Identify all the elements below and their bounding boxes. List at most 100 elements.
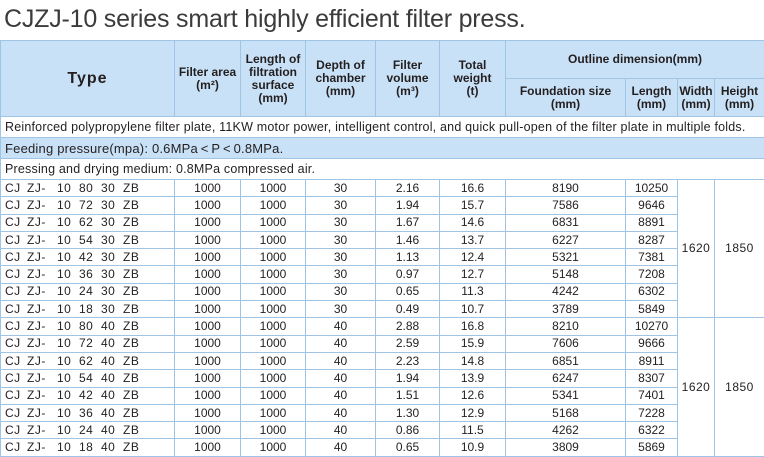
cell-foundation: 6247 [506,370,626,387]
cell-foundation: 4262 [506,422,626,439]
cell-depth: 30 [306,301,376,318]
cell-foundation: 6831 [506,214,626,231]
type-code-part: 30 [101,302,123,317]
type-code-part: ZJ- [27,284,57,299]
cell-filter-area: 1000 [175,404,241,421]
header-type: Type [1,41,175,117]
type-code-part: 62 [79,215,101,230]
cell-depth: 40 [306,404,376,421]
header-foundation-label: Foundation size [506,85,625,98]
cell-weight: 14.8 [440,352,506,369]
header-width: Width (mm) [678,79,715,117]
cell-filter-area: 1000 [175,352,241,369]
header-weight-unit: (t) [440,85,505,98]
cell-length-plate: 1000 [241,370,306,387]
type-code-part: 54 [79,371,101,386]
type-code-part: ZB [123,406,145,421]
cell-depth: 40 [306,370,376,387]
cell-volume: 1.46 [376,231,440,248]
type-code-part: 10 [57,354,79,369]
cell-length: 6302 [626,283,678,300]
type-code-part: 10 [57,371,79,386]
cell-width: 1620 [678,318,715,456]
header-volume: Filter volume (m³) [376,41,440,117]
cell-length: 9666 [626,335,678,352]
cell-volume: 1.13 [376,249,440,266]
cell-height: 1850 [715,318,764,456]
type-code-part: CJ [5,354,27,369]
header-height-unit: (mm) [715,98,764,111]
type-code-part: CJ [5,388,27,403]
cell-foundation: 5341 [506,387,626,404]
header-depth-label: Depth of chamber [306,59,375,85]
cell-depth: 40 [306,387,376,404]
type-code-part: ZB [123,267,145,282]
note-plate: Reinforced polypropylene filter plate, 1… [1,117,764,138]
table-header: Type Filter area (m²) Length of filtrati… [1,41,764,117]
page-title: CJZJ-10 series smart highly efficient fi… [4,2,525,36]
header-length-plate-label: Length of filtration surface [241,53,305,92]
cell-filter-area: 1000 [175,283,241,300]
type-code-part: ZB [123,371,145,386]
cell-depth: 40 [306,335,376,352]
cell-foundation: 8190 [506,180,626,197]
header-length: Length (mm) [626,79,678,117]
cell-length-plate: 1000 [241,318,306,335]
cell-depth: 40 [306,318,376,335]
spec-table: Type Filter area (m²) Length of filtrati… [0,40,764,457]
type-code-part: 30 [101,215,123,230]
cell-weight: 16.6 [440,180,506,197]
type-code-part: ZJ- [27,250,57,265]
type-code-part: ZB [123,250,145,265]
cell-foundation: 8210 [506,318,626,335]
cell-weight: 13.7 [440,231,506,248]
cell-depth: 30 [306,180,376,197]
type-code-part: 10 [57,388,79,403]
cell-filter-area: 1000 [175,422,241,439]
type-code-part: ZB [123,302,145,317]
type-code-part: ZJ- [27,423,57,438]
type-code-part: 40 [101,423,123,438]
cell-foundation: 4242 [506,283,626,300]
cell-filter-area: 1000 [175,231,241,248]
type-code-part: 42 [79,250,101,265]
cell-volume: 1.67 [376,214,440,231]
header-height: Height (mm) [715,79,764,117]
cell-weight: 11.3 [440,283,506,300]
cell-volume: 1.94 [376,197,440,214]
type-code-part: 30 [101,181,123,196]
type-code-part: 10 [57,406,79,421]
type-code-part: ZB [123,215,145,230]
header-outline: Outline dimension(mm) [506,41,764,79]
type-code-part: ZJ- [27,181,57,196]
cell-foundation: 6227 [506,231,626,248]
cell-depth: 30 [306,283,376,300]
type-code-part: 10 [57,215,79,230]
type-code-part: 10 [57,198,79,213]
header-depth-unit: (mm) [306,85,375,98]
cell-foundation: 5321 [506,249,626,266]
cell-foundation: 3789 [506,301,626,318]
header-length-plate-unit: (mm) [241,92,305,105]
cell-length: 10270 [626,318,678,335]
cell-volume: 0.97 [376,266,440,283]
cell-length: 8891 [626,214,678,231]
cell-length: 6322 [626,422,678,439]
type-code-part: 54 [79,233,101,248]
type-code-part: 10 [57,423,79,438]
